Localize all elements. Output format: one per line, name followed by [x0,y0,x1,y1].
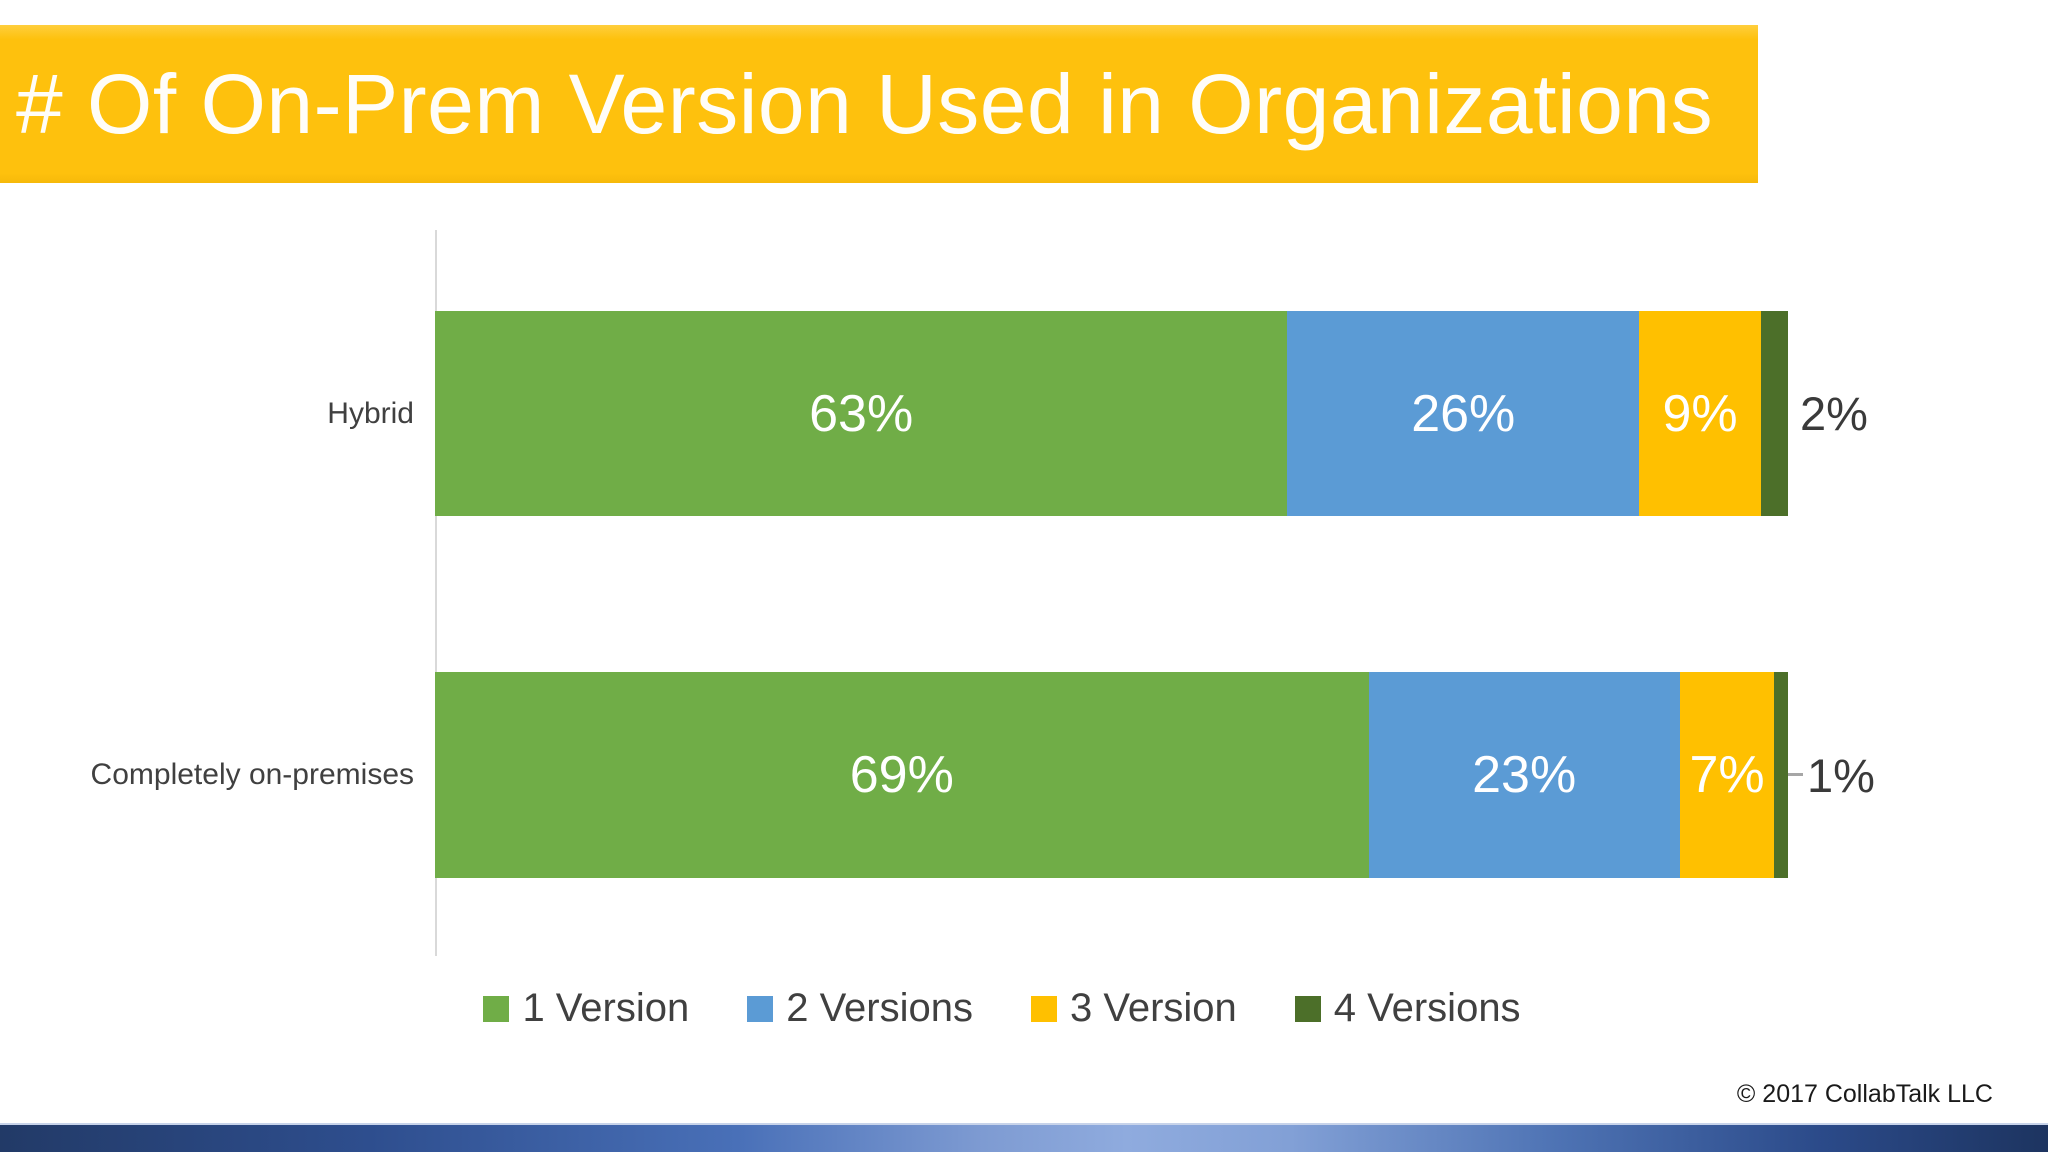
footer-accent-bar [0,1123,2048,1152]
copyright-text: © 2017 CollabTalk LLC [1736,1080,1993,1108]
legend-label: 3 Version [1070,986,1237,1030]
legend-item-3-version: 3 Version [1031,986,1237,1031]
y-axis-line [435,230,437,956]
bar-segment-2-versions: 23% [1368,672,1680,878]
bar-segment-1-version: 69% [435,672,1369,878]
data-label: 23% [1472,746,1577,804]
legend-label: 4 Versions [1333,986,1521,1030]
data-label: 69% [849,746,954,804]
data-label: 63% [809,384,914,443]
leader-line [1788,773,1803,776]
bar-segment-3-version: 7% [1679,672,1775,878]
legend-label: 1 Version [522,986,690,1030]
data-label: 7% [1689,746,1765,804]
data-label: 9% [1662,384,1738,443]
bar-segment-2-versions: 26% [1287,311,1640,516]
category-label-hybrid: Hybrid [327,396,414,430]
bar-row-completely-on-premises: Completely on-premises 69% 23% 7% 1% [0,672,2048,878]
data-label-outside: 2% [1800,387,1868,440]
legend-swatch-icon [1294,995,1321,1022]
legend-label: 2 Versions [786,986,973,1030]
legend-item-1-version: 1 Version [483,986,689,1031]
legend-item-4-versions: 4 Versions [1294,986,1521,1031]
category-label-completely-on-premises: Completely on-premises [90,758,414,791]
legend-swatch-icon [483,995,510,1022]
bar-segment-4-versions [1760,311,1788,516]
title-banner: # Of On-Prem Version Used in Organizatio… [0,25,1758,183]
bar-segment-4-versions [1774,672,1788,878]
data-label: 26% [1411,384,1516,443]
legend-item-2-versions: 2 Versions [747,986,973,1031]
legend-swatch-icon [747,995,774,1022]
bar-row-hybrid: Hybrid 63% 26% 9% 2% [0,311,2048,516]
bar-segment-1-version: 63% [435,311,1288,516]
bar-segment-3-version: 9% [1639,311,1761,516]
legend: 1 Version 2 Versions 3 Version 4 Versions [0,986,2004,1031]
page-title: # Of On-Prem Version Used in Organizatio… [16,56,1714,151]
data-label-outside: 1% [1807,748,1875,802]
legend-swatch-icon [1031,995,1057,1022]
